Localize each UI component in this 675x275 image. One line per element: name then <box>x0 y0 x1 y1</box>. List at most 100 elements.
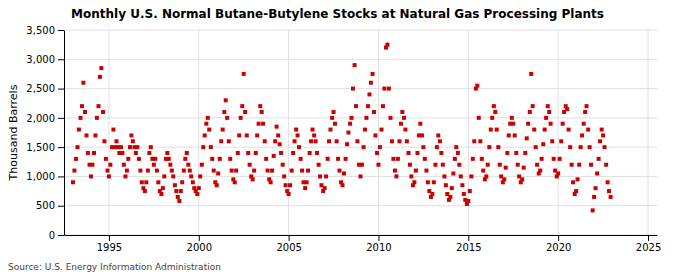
point <box>442 174 446 178</box>
point <box>567 128 571 132</box>
grid-line-x <box>378 30 379 235</box>
point <box>341 183 345 187</box>
point <box>414 169 418 173</box>
point <box>531 104 535 108</box>
point <box>597 157 601 161</box>
point <box>409 174 413 178</box>
point <box>248 163 252 167</box>
point <box>180 180 184 184</box>
point <box>576 177 580 181</box>
point <box>89 174 93 178</box>
y-tick-mark <box>58 89 64 90</box>
point <box>586 128 590 132</box>
x-tick: 2020 <box>546 235 571 253</box>
point <box>77 128 81 132</box>
source-note: Source: U.S. Energy Information Administ… <box>8 262 221 272</box>
point <box>209 145 213 149</box>
point <box>594 186 598 190</box>
point <box>84 133 88 137</box>
point <box>155 169 159 173</box>
x-tick-mark <box>648 235 649 241</box>
grid-line-x <box>198 30 199 235</box>
point <box>131 139 135 143</box>
point <box>176 195 180 199</box>
point <box>261 122 265 126</box>
point <box>264 157 268 161</box>
points <box>71 43 613 213</box>
point <box>234 169 238 173</box>
x-axis: 1995200020052010201520202025 <box>65 235 662 253</box>
x-tick-label: 2000 <box>187 242 212 253</box>
point <box>138 169 142 173</box>
point <box>580 133 584 137</box>
x-tick-label: 2025 <box>636 242 661 253</box>
point <box>119 145 123 149</box>
point <box>278 142 282 146</box>
point <box>195 192 199 196</box>
point <box>351 87 355 91</box>
point <box>299 157 303 161</box>
point <box>314 139 318 143</box>
y-tick-label: 3,000 <box>26 54 55 65</box>
point <box>303 186 307 190</box>
x-tick-mark <box>289 235 290 241</box>
point <box>582 122 586 126</box>
point <box>588 145 592 149</box>
point <box>372 110 376 114</box>
point <box>475 84 479 88</box>
point <box>242 72 246 76</box>
point <box>371 72 375 76</box>
point <box>393 169 397 173</box>
point <box>493 110 497 114</box>
x-tick: 1995 <box>97 235 122 253</box>
grid-line-x <box>288 30 289 235</box>
point <box>272 154 276 158</box>
point <box>382 87 386 91</box>
point <box>396 157 400 161</box>
y-tick-mark <box>58 59 64 60</box>
point <box>359 174 363 178</box>
point <box>330 116 334 120</box>
point <box>367 92 371 96</box>
point <box>516 163 520 167</box>
x-tick: 2005 <box>276 235 301 253</box>
point <box>189 174 193 178</box>
point <box>480 157 484 161</box>
point <box>225 116 229 120</box>
y-tick: 500 <box>36 200 64 211</box>
point <box>558 157 562 161</box>
point <box>288 183 292 187</box>
point <box>466 199 470 203</box>
point <box>400 110 404 114</box>
x-tick-label: 2005 <box>276 242 301 253</box>
point <box>332 110 336 114</box>
x-tick: 2010 <box>366 235 391 253</box>
point <box>86 151 90 155</box>
axis-domain <box>64 31 65 236</box>
point <box>149 145 153 149</box>
point <box>168 163 172 167</box>
y-tick-label: 3,500 <box>26 25 55 36</box>
point <box>529 72 533 76</box>
point <box>492 104 496 108</box>
point <box>523 151 527 155</box>
point <box>99 66 103 70</box>
point <box>520 177 524 181</box>
point <box>528 110 532 114</box>
plot-area: 199520002005201020152020202505001,0001,5… <box>26 25 661 253</box>
point <box>134 151 138 155</box>
point <box>207 128 211 132</box>
point <box>222 110 226 114</box>
y-tick-label: 0 <box>49 230 55 241</box>
x-tick-label: 2010 <box>366 242 391 253</box>
point <box>95 116 99 120</box>
point <box>74 157 78 161</box>
point <box>511 122 515 126</box>
point <box>317 163 321 167</box>
point <box>311 128 315 132</box>
x-tick-mark <box>109 235 110 241</box>
point <box>423 157 427 161</box>
point <box>424 169 428 173</box>
point <box>376 163 380 167</box>
point <box>183 157 187 161</box>
